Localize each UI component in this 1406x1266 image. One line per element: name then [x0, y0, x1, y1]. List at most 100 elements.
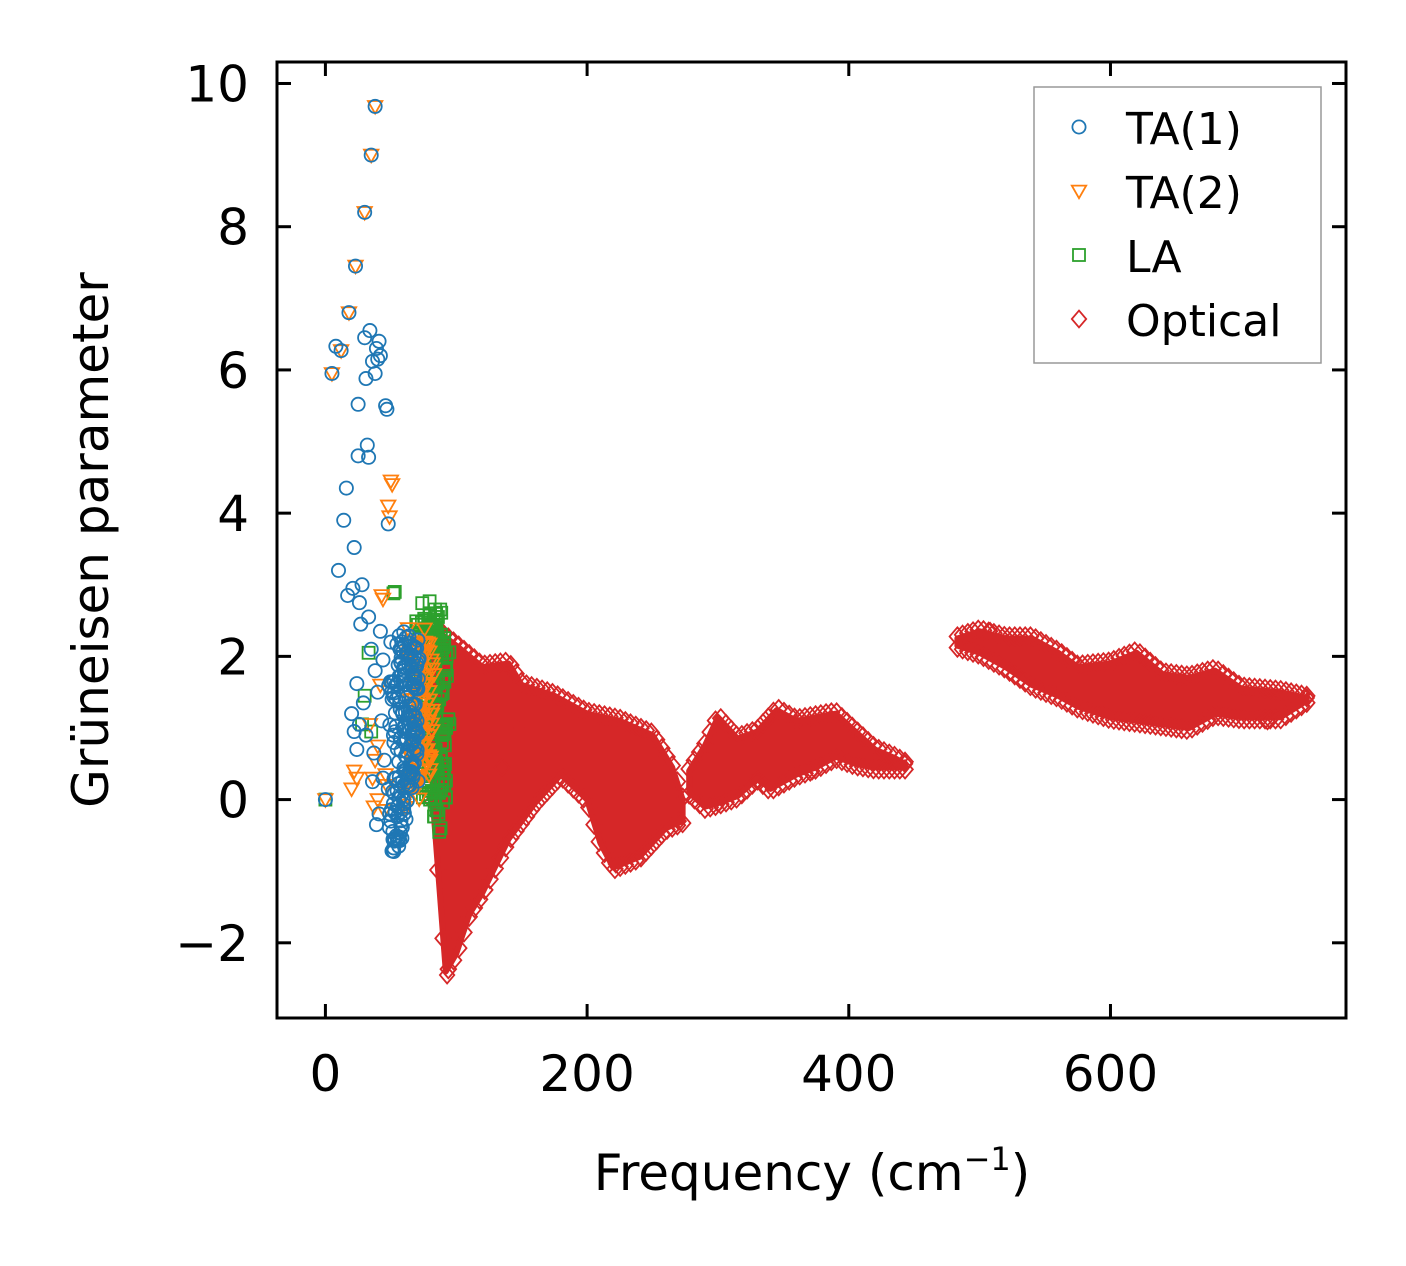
optical-point [1130, 712, 1149, 734]
la-point [437, 631, 452, 646]
optical-point [1209, 705, 1228, 727]
optical-point [1177, 719, 1196, 741]
ta-1-point [368, 817, 384, 833]
optical-point [449, 937, 468, 959]
ta-2-point [425, 668, 443, 684]
optical-point [533, 679, 552, 701]
optical-point [538, 781, 557, 802]
la-point [361, 645, 376, 660]
ta-1-point [380, 516, 396, 532]
ta-1-point [346, 724, 362, 740]
ta-2-point [422, 717, 441, 733]
optical-point [732, 783, 751, 805]
optical-point [647, 729, 666, 751]
optical-point [803, 761, 821, 781]
optical-band-1 [423, 615, 692, 980]
ta-1-point [361, 609, 377, 625]
optical-point [1259, 711, 1276, 731]
ta-2-point [420, 637, 439, 653]
optical-point [1115, 645, 1134, 667]
optical-point [1110, 709, 1129, 731]
optical-point [631, 846, 650, 868]
optical-point [748, 718, 767, 740]
ta-1-point [404, 755, 420, 771]
optical-point [637, 841, 656, 862]
optical-point [595, 842, 614, 864]
legend-marker-la [1072, 248, 1086, 262]
optical-point [838, 752, 857, 774]
ta-1-point [410, 671, 426, 687]
optical-point [1021, 675, 1040, 697]
optical-point [780, 704, 799, 726]
y-axis-label: Grüneisen parameter [62, 272, 120, 808]
optical-band-3 [948, 619, 1316, 741]
optical-point [439, 958, 458, 980]
ta-1-point [410, 632, 426, 648]
optical-point [647, 829, 666, 851]
optical-point [668, 771, 687, 793]
optical-point [727, 725, 746, 747]
optical-point [843, 754, 862, 776]
optical-point [1198, 709, 1217, 731]
optical-point [642, 835, 661, 857]
ta-2-point [418, 718, 436, 734]
optical-point [595, 704, 614, 726]
la-point [357, 688, 372, 703]
optical-point [984, 652, 1003, 674]
x-tick-label: 600 [1063, 1045, 1158, 1103]
legend-label-ta-2: TA(2) [1125, 168, 1242, 219]
ta-1-point [387, 805, 403, 821]
optical-point [822, 701, 841, 723]
optical-point [890, 758, 909, 780]
optical-point [701, 796, 720, 818]
optical-point [1136, 647, 1155, 669]
optical-point [969, 619, 988, 641]
optical-point [706, 710, 725, 732]
ta-1-point [375, 652, 391, 668]
ta-2-point [383, 478, 401, 494]
optical-point [796, 762, 814, 784]
ta-1-point [350, 396, 366, 412]
y-tick-label: 6 [217, 342, 249, 400]
optical-point [727, 787, 746, 809]
optical-point [626, 715, 645, 737]
la-point [439, 649, 454, 664]
optical-point [953, 624, 972, 646]
optical-point [974, 619, 993, 641]
optical-point [853, 756, 872, 778]
ta-2-point [342, 782, 361, 798]
ta-1-point [366, 745, 382, 761]
optical-point [434, 927, 453, 949]
optical-point [616, 710, 635, 732]
legend-label-ta-1: TA(1) [1125, 104, 1242, 155]
optical-point [600, 706, 619, 728]
x-axis-label-close: ) [1011, 1144, 1031, 1202]
ta-1-point [363, 147, 379, 163]
optical-point [470, 888, 489, 910]
optical-point [1292, 684, 1311, 706]
ta-1-point [387, 705, 403, 721]
ta-1-point [361, 449, 377, 465]
ta-1-point [349, 741, 365, 757]
optical-point [475, 879, 494, 901]
ta-2-point [346, 259, 365, 276]
optical-point [1042, 684, 1061, 706]
optical-point [1026, 678, 1045, 699]
la-point [429, 803, 444, 818]
optical-point [1057, 692, 1076, 714]
ta-1-point [359, 437, 375, 453]
series-optical [423, 615, 1316, 985]
ta-1-point [317, 792, 333, 808]
optical-point [553, 687, 572, 709]
optical-point [637, 719, 656, 741]
optical-point [748, 769, 767, 791]
la-point [433, 821, 448, 836]
optical-point [454, 639, 473, 661]
optical-point [1016, 671, 1035, 693]
ta-2-point [374, 592, 392, 609]
optical-point [1037, 682, 1056, 704]
optical-band-2 [680, 698, 915, 820]
axis-ticks [277, 62, 1346, 1018]
ta-1-point [391, 668, 407, 684]
